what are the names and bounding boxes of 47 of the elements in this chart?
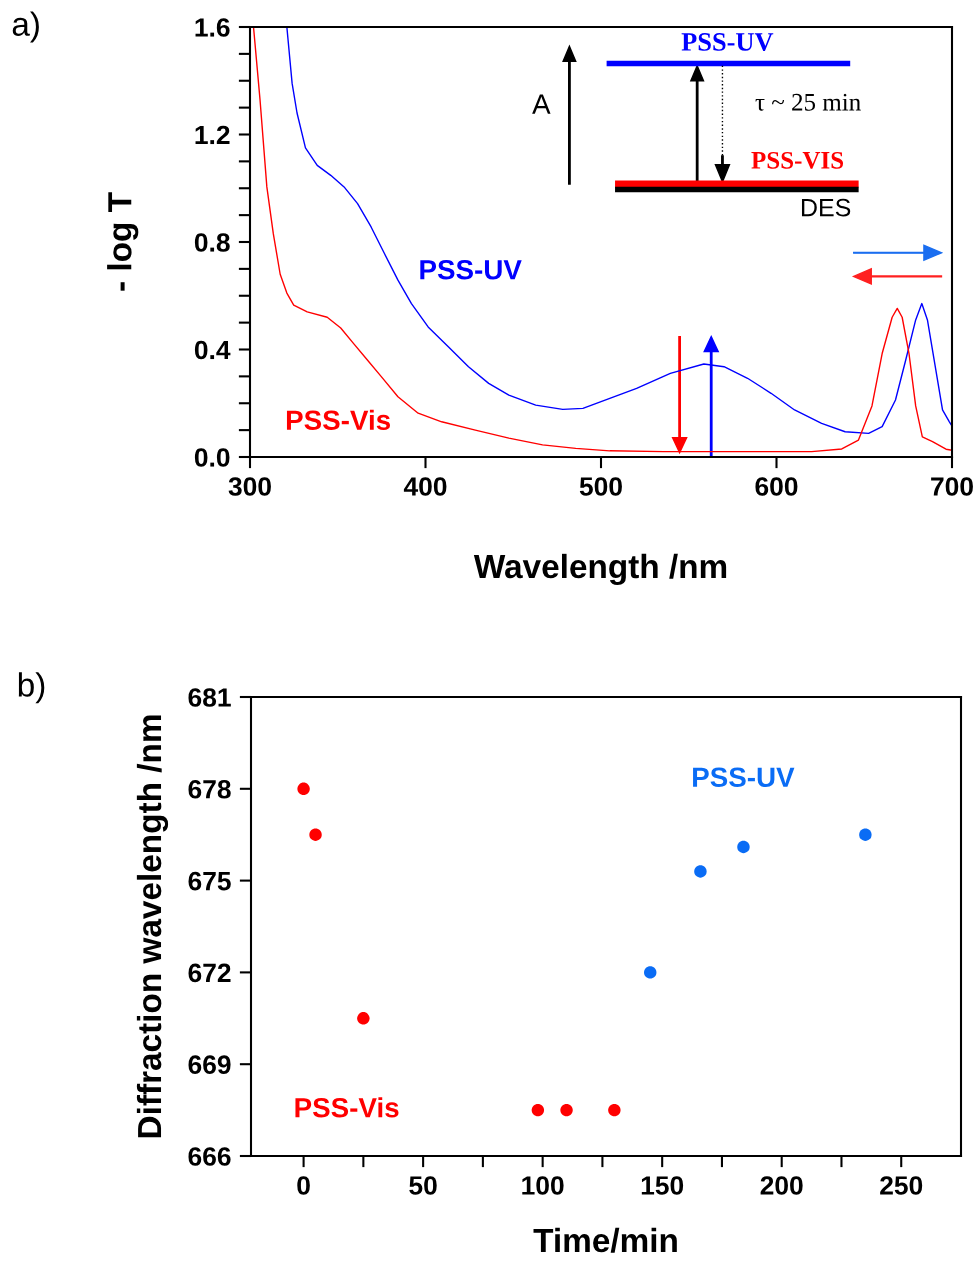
y-tick-label: 1.2: [195, 125, 230, 145]
y-tick-label: 0.4: [194, 340, 231, 360]
y-tick-label: 666: [188, 1147, 231, 1166]
point: [531, 1103, 545, 1117]
text: PSS-UV: [693, 767, 795, 788]
y-axis-title: - log T: [107, 192, 139, 291]
text: PSS-Vis: [295, 1097, 399, 1118]
annotation: A: [532, 94, 551, 114]
y-tick-label: 669: [188, 1055, 231, 1075]
x-tick-label: 100: [522, 1176, 564, 1195]
annotation: τ ~ 25 min: [755, 93, 861, 111]
y-tick-label: 681: [188, 688, 231, 707]
series-label: PSS-UV: [420, 259, 522, 280]
point: [608, 1103, 621, 1117]
y-tick-label: 0.8: [194, 233, 230, 252]
text: b): [18, 672, 45, 704]
y-axis-title: Diffraction wavelength /nm: [136, 715, 169, 1138]
x-tick-label: 50: [409, 1176, 437, 1195]
point: [644, 966, 657, 979]
x-tick-label: 500: [579, 477, 622, 496]
x-axis-title: Wavelength /nm: [473, 553, 727, 586]
y-tick-label: 672: [188, 963, 231, 983]
x-tick-label: 600: [755, 477, 798, 496]
point: [737, 840, 750, 854]
annotation: PSS-UV: [681, 33, 774, 51]
x-tick-label: 150: [641, 1176, 684, 1195]
annotation: PSS-VIS: [751, 151, 844, 169]
point: [357, 1012, 370, 1025]
y-tick-label: 1.6: [195, 18, 230, 37]
point: [560, 1103, 573, 1117]
x-tick-label: 200: [760, 1176, 803, 1195]
point: [297, 782, 310, 796]
x-tick-label: 250: [880, 1176, 923, 1195]
x-tick-label: 400: [403, 477, 447, 496]
annotation: DES: [801, 198, 851, 217]
series-label: PSS-Vis: [286, 409, 390, 431]
point: [694, 865, 707, 878]
x-tick-label: 700: [931, 477, 973, 496]
y-tick-label: 0.0: [194, 448, 230, 467]
x-tick-label: 300: [228, 477, 271, 496]
x-axis-title: Time/min: [533, 1227, 677, 1253]
point: [309, 828, 322, 841]
x-tick-label: 0: [297, 1176, 310, 1195]
y-tick-label: 678: [188, 779, 231, 799]
point: [859, 828, 872, 841]
text: a): [12, 11, 39, 43]
y-tick-label: 675: [188, 871, 231, 891]
